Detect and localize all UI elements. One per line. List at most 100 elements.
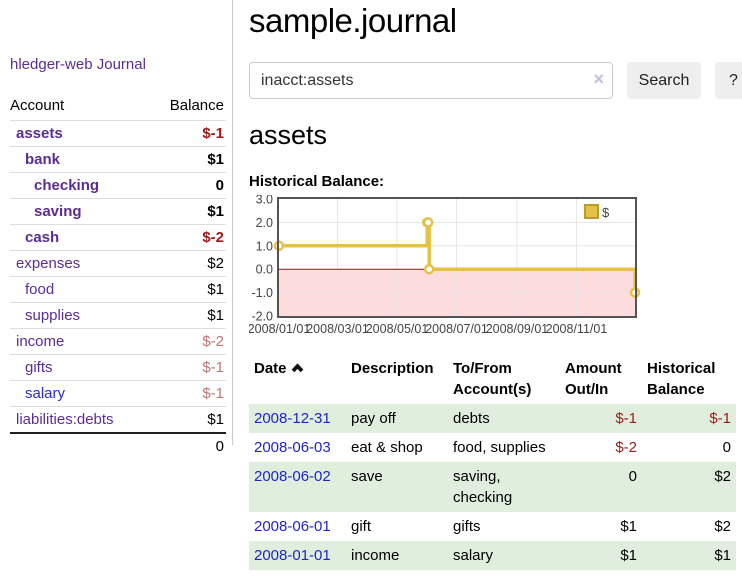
transaction-date-link[interactable]: 2008-06-01 xyxy=(254,518,331,535)
svg-text:2008/11/01: 2008/11/01 xyxy=(546,322,608,336)
account-row: saving $1 xyxy=(10,198,226,224)
transaction-balance: $1 xyxy=(714,547,731,564)
account-row: bank $1 xyxy=(10,146,226,172)
accounts-table-header: Account Balance xyxy=(10,94,226,120)
transaction-accounts: saving, checking xyxy=(453,468,513,506)
chart-container: $3.0 2.0 1.0 0.0 -1.0 -2.0 2008/01/01 2008/03/0… xyxy=(248,193,742,341)
transaction-description: pay off xyxy=(351,410,396,427)
svg-text:3.0: 3.0 xyxy=(256,195,273,207)
sidebar-item-journal[interactable]: Journal xyxy=(96,56,146,73)
account-heading: assets xyxy=(249,120,328,150)
search-input[interactable] xyxy=(249,62,613,99)
transaction-description: income xyxy=(351,547,400,564)
transaction-balance: 0 xyxy=(722,439,731,456)
transaction-description: save xyxy=(351,468,383,485)
historical-column-header: Historical Balance xyxy=(647,360,716,398)
svg-text:2008/09/01: 2008/09/01 xyxy=(486,322,549,336)
account-link-saving[interactable]: saving xyxy=(34,203,82,220)
account-link-assets[interactable]: assets xyxy=(16,125,63,142)
register-row: 2008-06-03 eat & shop food, supplies $-2… xyxy=(249,433,736,462)
account-link-checking[interactable]: checking xyxy=(34,177,100,194)
account-link-cash[interactable]: cash xyxy=(25,229,60,246)
account-link-supplies[interactable]: supplies xyxy=(25,307,81,324)
account-balance: $-2 xyxy=(202,229,224,246)
account-row: supplies $1 xyxy=(10,302,226,328)
svg-text:-1.0: -1.0 xyxy=(251,286,273,300)
clear-search-icon[interactable]: × xyxy=(593,69,604,89)
date-column-header[interactable]: Date xyxy=(249,354,346,404)
svg-text:$: $ xyxy=(602,205,610,220)
account-row: cash $-2 xyxy=(10,224,226,250)
account-row: food $1 xyxy=(10,276,226,302)
page: hledger-web Journal Account Balance asse… xyxy=(0,0,742,570)
account-row: liabilities:debts $1 xyxy=(10,406,226,432)
account-link-gifts[interactable]: gifts xyxy=(25,359,53,376)
account-balance: 0 xyxy=(215,177,224,194)
page-title: sample.journal xyxy=(249,2,457,39)
accounts-total: 0 xyxy=(10,432,226,456)
register-row: 2008-01-01 income salary $1 $1 xyxy=(249,541,736,570)
svg-text:2.0: 2.0 xyxy=(256,216,273,230)
transaction-amount: $1 xyxy=(620,547,637,564)
account-column-header: Account xyxy=(10,97,65,114)
help-button[interactable]: ? xyxy=(715,62,742,99)
search-button[interactable]: Search xyxy=(627,62,701,99)
account-balance: $2 xyxy=(207,255,224,272)
account-row: salary $-1 xyxy=(10,380,226,406)
account-link-expenses[interactable]: expenses xyxy=(16,255,81,272)
historical-balance-chart[interactable]: $3.0 2.0 1.0 0.0 -1.0 -2.02008/01/012008/03/0… xyxy=(248,193,649,337)
sidebar: hledger-web Journal Account Balance asse… xyxy=(0,0,233,455)
svg-text:2008/05/01: 2008/05/01 xyxy=(366,322,429,336)
account-row: checking 0 xyxy=(10,172,226,198)
app-title-link[interactable]: hledger-web xyxy=(10,56,93,73)
register-table: Date Description To/From Account(s) Amou… xyxy=(249,354,736,570)
account-balance: $-2 xyxy=(202,333,224,350)
register-row: 2008-06-01 gift gifts $1 $2 xyxy=(249,512,736,541)
account-balance: $-1 xyxy=(202,359,224,376)
tofrom-column-header: To/From Account(s) xyxy=(453,360,532,398)
svg-text:-2.0: -2.0 xyxy=(251,310,273,324)
transaction-date-link[interactable]: 2008-01-01 xyxy=(254,547,331,564)
transaction-balance: $-1 xyxy=(709,410,731,427)
account-balance: $-1 xyxy=(202,125,224,142)
account-row: income $-2 xyxy=(10,328,226,354)
transaction-date-link[interactable]: 2008-06-03 xyxy=(254,439,331,456)
transaction-date-link[interactable]: 2008-12-31 xyxy=(254,410,331,427)
transaction-description: gift xyxy=(351,518,372,535)
main-content: sample.journal × Search ? assets Histori… xyxy=(233,0,742,570)
search-form: × Search ? xyxy=(249,62,742,99)
account-link-income[interactable]: income xyxy=(16,333,65,350)
transaction-accounts: gifts xyxy=(453,518,481,535)
transaction-amount: $-1 xyxy=(615,410,637,427)
account-link-bank[interactable]: bank xyxy=(25,151,61,168)
account-link-salary[interactable]: salary xyxy=(25,385,66,402)
chart-heading: Historical Balance: xyxy=(249,173,385,190)
svg-text:2008/01/01: 2008/01/01 xyxy=(249,322,310,336)
account-balance: $1 xyxy=(207,151,224,168)
account-link-liabilities-debts[interactable]: liabilities:debts xyxy=(16,411,114,428)
transaction-amount: $1 xyxy=(620,518,637,535)
svg-text:1.0: 1.0 xyxy=(256,239,273,253)
svg-text:0.0: 0.0 xyxy=(256,263,273,277)
accounts-table: Account Balance assets $-1 bank $1 check… xyxy=(10,94,226,456)
svg-text:2008/03/01: 2008/03/01 xyxy=(306,322,369,336)
transaction-balance: $2 xyxy=(714,518,731,535)
account-row: expenses $2 xyxy=(10,250,226,276)
account-balance: $1 xyxy=(207,203,224,220)
account-balance: $1 xyxy=(207,411,224,428)
account-row: assets $-1 xyxy=(10,120,226,146)
account-balance: $-1 xyxy=(202,385,224,402)
transaction-date-link[interactable]: 2008-06-02 xyxy=(254,468,331,485)
account-link-food[interactable]: food xyxy=(25,281,55,298)
amount-column-header: Amount Out/In xyxy=(565,360,622,398)
transaction-amount: $-2 xyxy=(615,439,637,456)
search-box: × xyxy=(249,62,613,99)
svg-text:2008/07/01: 2008/07/01 xyxy=(425,322,488,336)
register-row: 2008-06-02 save saving, checking 0 $2 xyxy=(249,462,736,512)
transaction-accounts: debts xyxy=(453,410,490,427)
account-row: gifts $-1 xyxy=(10,354,226,380)
transaction-amount: 0 xyxy=(628,468,637,485)
register-header-row: Date Description To/From Account(s) Amou… xyxy=(249,354,736,404)
transaction-description: eat & shop xyxy=(351,439,423,456)
transaction-accounts: salary xyxy=(453,547,494,564)
